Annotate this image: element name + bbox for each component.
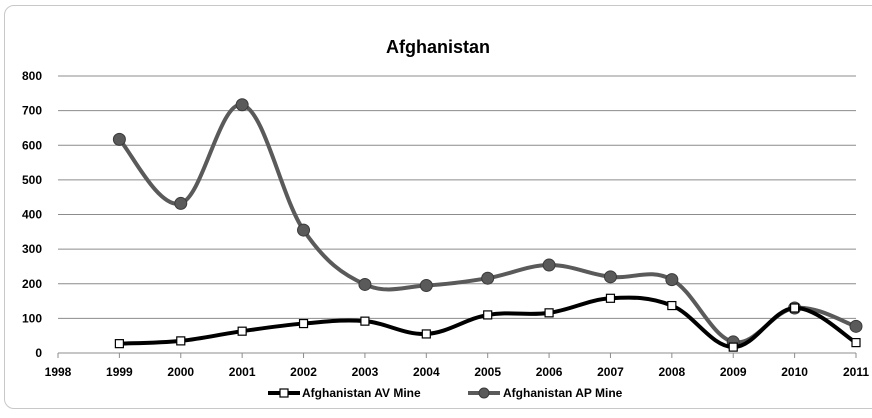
- data-point: [298, 224, 310, 236]
- data-point: [236, 99, 248, 111]
- legend-entry: Afghanistan AV Mine: [268, 386, 421, 400]
- y-tick-label: 700: [22, 104, 42, 118]
- data-point: [545, 309, 553, 317]
- data-point: [420, 279, 432, 291]
- data-point: [177, 337, 185, 345]
- data-point: [115, 340, 123, 348]
- x-tick-label: 2009: [720, 365, 747, 379]
- data-point: [422, 330, 430, 338]
- legend: Afghanistan AV Mine Afghanistan AP Mine: [268, 386, 623, 400]
- data-point: [175, 197, 187, 209]
- y-tick-label: 500: [22, 173, 42, 187]
- legend-marker: [280, 389, 288, 397]
- data-point: [668, 302, 676, 310]
- y-tick-label: 0: [35, 346, 42, 360]
- chart-title: Afghanistan: [386, 37, 490, 57]
- x-tick-label: 2002: [290, 365, 317, 379]
- legend-marker: [479, 388, 489, 398]
- y-tick-label: 800: [22, 69, 42, 83]
- x-tick-label: 2005: [474, 365, 501, 379]
- y-tick-label: 300: [22, 242, 42, 256]
- y-tick-label: 600: [22, 138, 42, 152]
- data-point: [300, 320, 308, 328]
- y-tick-label: 200: [22, 277, 42, 291]
- series-layer: [113, 99, 862, 351]
- data-point: [543, 259, 555, 271]
- legend-label: Afghanistan AP Mine: [503, 386, 623, 400]
- data-point: [850, 320, 862, 332]
- x-tick-label: 2001: [229, 365, 256, 379]
- x-tick-label: 2007: [597, 365, 624, 379]
- legend-entry: Afghanistan AP Mine: [468, 386, 623, 400]
- x-tick-label: 2010: [781, 365, 808, 379]
- data-point: [604, 271, 616, 283]
- data-point: [606, 294, 614, 302]
- x-axis-ticks: 1998 1999 2000 2001 2002 2003 2004 2005 2006 2007…: [45, 353, 870, 379]
- data-point: [852, 339, 860, 347]
- series-line: [119, 105, 856, 343]
- y-tick-label: 400: [22, 208, 42, 222]
- x-tick-label: 2011: [843, 365, 869, 379]
- data-point: [729, 343, 737, 351]
- legend-label: Afghanistan AV Mine: [302, 386, 421, 400]
- data-point: [791, 304, 799, 312]
- y-tick-label: 100: [22, 311, 42, 325]
- y-axis-ticks: 0 100 200 300 400 500 600 700 800: [22, 69, 42, 360]
- data-point: [361, 317, 369, 325]
- data-point: [359, 278, 371, 290]
- data-point: [113, 133, 125, 145]
- data-point: [666, 274, 678, 286]
- x-tick-label: 1998: [45, 365, 72, 379]
- x-tick-label: 2004: [413, 365, 440, 379]
- data-point: [482, 272, 494, 284]
- x-tick-label: 2003: [352, 365, 379, 379]
- series-av-mine: [115, 294, 860, 351]
- x-tick-label: 1999: [106, 365, 133, 379]
- x-tick-label: 2006: [536, 365, 563, 379]
- data-point: [238, 327, 246, 335]
- x-tick-label: 2000: [167, 365, 194, 379]
- x-tick-label: 2008: [658, 365, 685, 379]
- data-point: [484, 311, 492, 319]
